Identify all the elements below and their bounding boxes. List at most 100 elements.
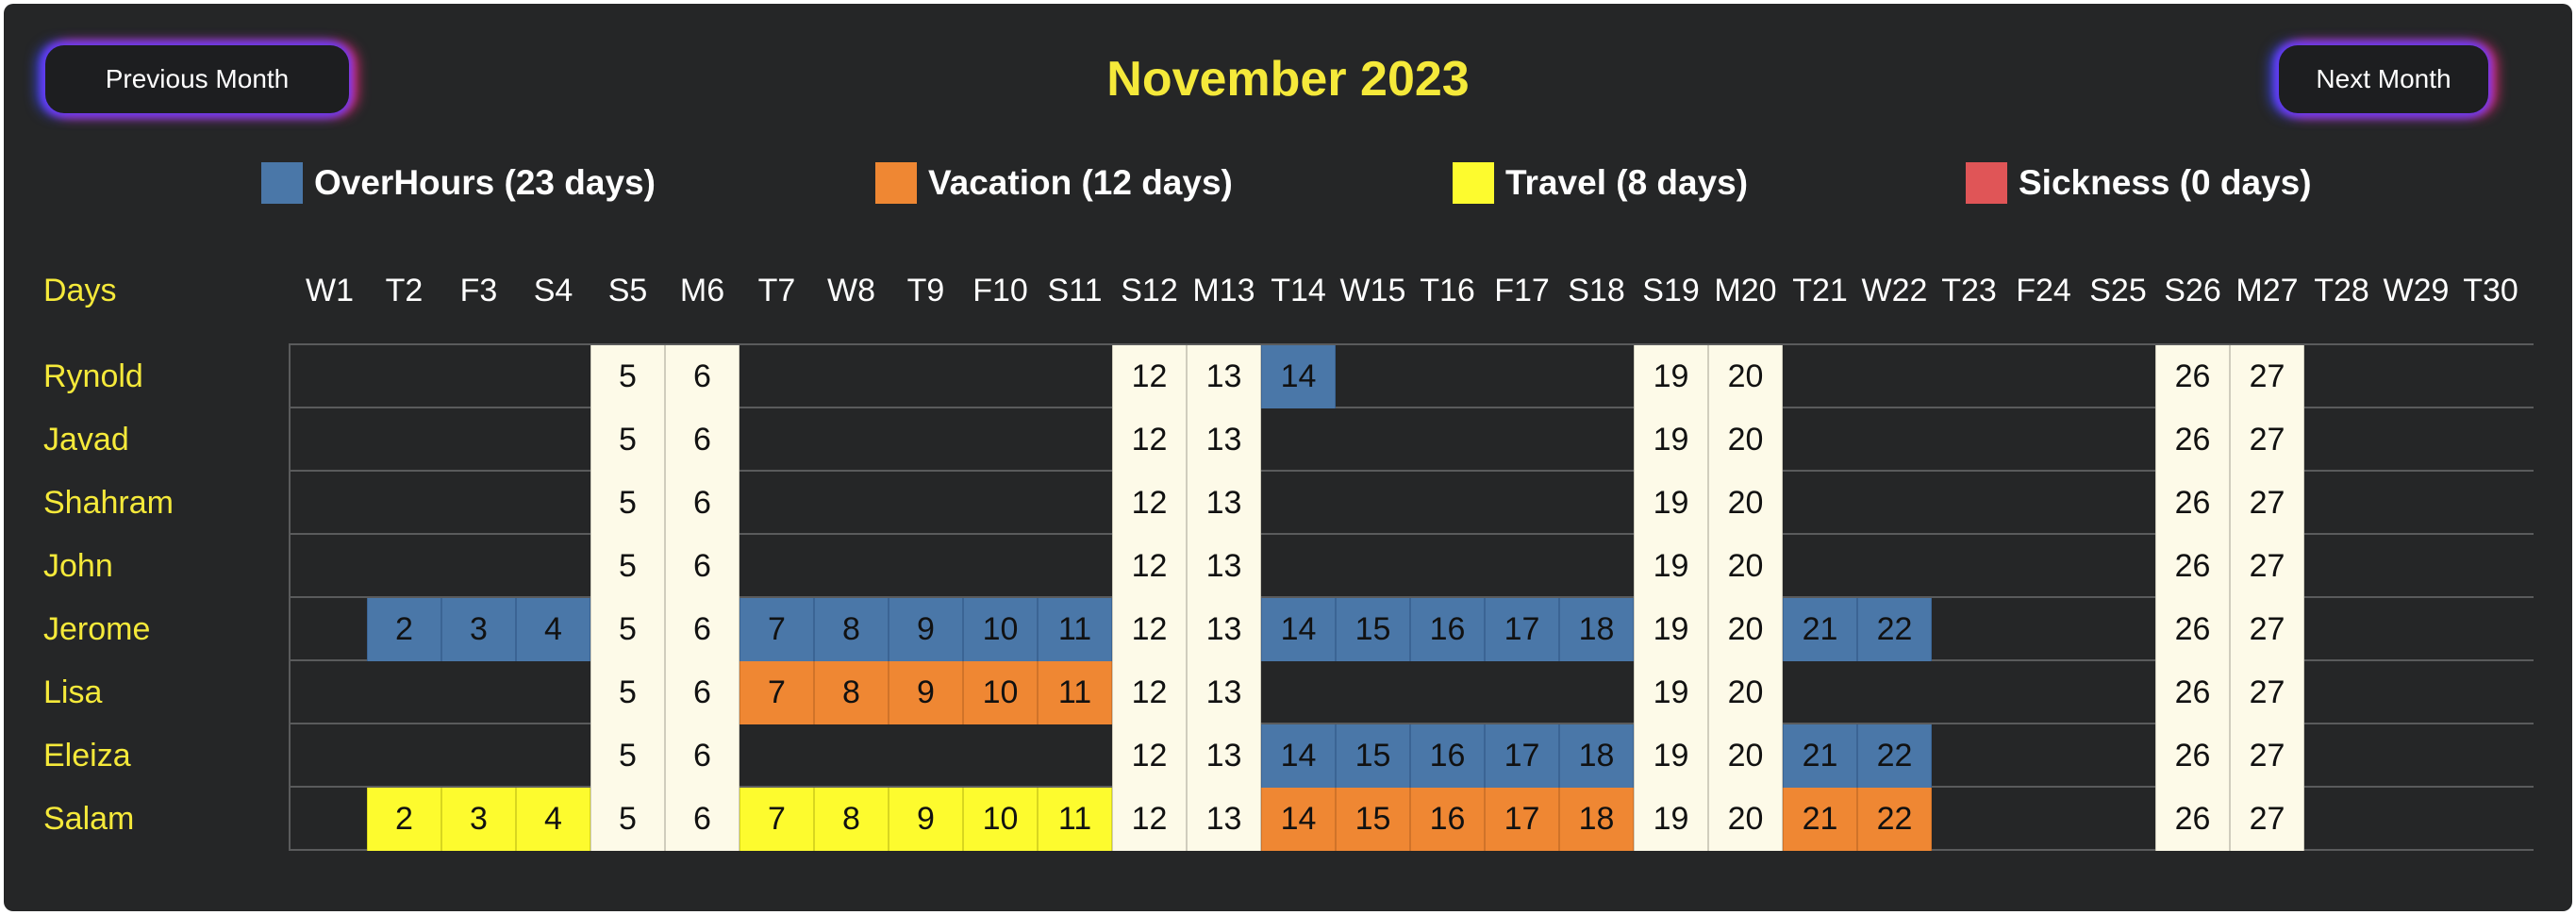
day-cell[interactable]: 5 <box>590 788 665 851</box>
day-cell[interactable]: 16 <box>1410 788 1485 851</box>
day-cell[interactable]: 20 <box>1708 408 1783 472</box>
day-cell[interactable]: 12 <box>1112 472 1187 535</box>
day-cell[interactable]: 26 <box>2155 472 2230 535</box>
day-cell[interactable]: 9 <box>889 788 963 851</box>
day-cell[interactable]: 20 <box>1708 472 1783 535</box>
day-cell[interactable]: 27 <box>2230 535 2304 598</box>
day-cell[interactable]: 8 <box>814 661 889 724</box>
day-cell[interactable]: 26 <box>2155 598 2230 661</box>
day-cell[interactable]: 19 <box>1634 598 1708 661</box>
day-cell[interactable]: 6 <box>665 345 740 408</box>
day-cell[interactable]: 21 <box>1783 724 1857 788</box>
day-cell[interactable]: 14 <box>1261 788 1336 851</box>
day-cell[interactable]: 14 <box>1261 724 1336 788</box>
day-cell[interactable]: 16 <box>1410 724 1485 788</box>
day-cell[interactable]: 13 <box>1187 598 1261 661</box>
day-cell[interactable]: 5 <box>590 472 665 535</box>
next-month-button[interactable]: Next Month <box>2279 45 2488 113</box>
day-cell[interactable]: 13 <box>1187 472 1261 535</box>
day-cell[interactable]: 11 <box>1038 598 1112 661</box>
day-cell[interactable]: 21 <box>1783 598 1857 661</box>
day-cell[interactable]: 8 <box>814 598 889 661</box>
day-cell[interactable]: 27 <box>2230 472 2304 535</box>
day-cell[interactable]: 26 <box>2155 724 2230 788</box>
day-cell[interactable]: 11 <box>1038 788 1112 851</box>
day-cell[interactable]: 27 <box>2230 598 2304 661</box>
day-cell[interactable]: 8 <box>814 788 889 851</box>
day-cell[interactable]: 19 <box>1634 345 1708 408</box>
day-cell[interactable]: 20 <box>1708 661 1783 724</box>
day-cell[interactable]: 3 <box>441 598 516 661</box>
day-cell[interactable]: 13 <box>1187 661 1261 724</box>
day-cell[interactable]: 19 <box>1634 724 1708 788</box>
day-cell[interactable]: 26 <box>2155 788 2230 851</box>
day-cell[interactable]: 13 <box>1187 788 1261 851</box>
day-cell[interactable]: 12 <box>1112 661 1187 724</box>
day-cell[interactable]: 6 <box>665 535 740 598</box>
day-cell[interactable]: 15 <box>1336 598 1410 661</box>
day-cell[interactable]: 26 <box>2155 535 2230 598</box>
day-cell[interactable]: 19 <box>1634 788 1708 851</box>
day-cell[interactable]: 19 <box>1634 661 1708 724</box>
day-cell[interactable]: 13 <box>1187 724 1261 788</box>
day-cell[interactable]: 27 <box>2230 661 2304 724</box>
day-cell[interactable]: 15 <box>1336 788 1410 851</box>
day-cell[interactable]: 26 <box>2155 408 2230 472</box>
day-cell[interactable]: 2 <box>367 788 441 851</box>
day-cell[interactable]: 6 <box>665 724 740 788</box>
day-cell[interactable]: 5 <box>590 598 665 661</box>
previous-month-button[interactable]: Previous Month <box>45 45 349 113</box>
day-cell[interactable]: 14 <box>1261 345 1336 408</box>
day-cell[interactable]: 12 <box>1112 788 1187 851</box>
day-cell[interactable]: 5 <box>590 345 665 408</box>
day-cell[interactable]: 18 <box>1559 788 1634 851</box>
day-cell[interactable]: 10 <box>963 788 1038 851</box>
day-cell[interactable]: 21 <box>1783 788 1857 851</box>
day-cell[interactable]: 6 <box>665 472 740 535</box>
day-cell[interactable]: 12 <box>1112 345 1187 408</box>
day-cell[interactable]: 5 <box>590 408 665 472</box>
day-cell[interactable]: 19 <box>1634 472 1708 535</box>
day-cell[interactable]: 15 <box>1336 724 1410 788</box>
day-cell[interactable]: 17 <box>1485 788 1559 851</box>
day-cell[interactable]: 6 <box>665 661 740 724</box>
day-cell[interactable]: 17 <box>1485 598 1559 661</box>
day-cell[interactable]: 12 <box>1112 598 1187 661</box>
day-cell[interactable]: 14 <box>1261 598 1336 661</box>
day-cell[interactable]: 6 <box>665 598 740 661</box>
day-cell[interactable]: 6 <box>665 408 740 472</box>
day-cell[interactable]: 17 <box>1485 724 1559 788</box>
day-cell[interactable]: 5 <box>590 535 665 598</box>
day-cell[interactable]: 19 <box>1634 535 1708 598</box>
day-cell[interactable]: 18 <box>1559 598 1634 661</box>
day-cell[interactable]: 27 <box>2230 345 2304 408</box>
day-cell[interactable]: 20 <box>1708 788 1783 851</box>
day-cell[interactable]: 27 <box>2230 788 2304 851</box>
day-cell[interactable]: 22 <box>1857 724 1932 788</box>
day-cell[interactable]: 19 <box>1634 408 1708 472</box>
day-cell[interactable]: 27 <box>2230 724 2304 788</box>
day-cell[interactable]: 7 <box>740 788 814 851</box>
day-cell[interactable]: 3 <box>441 788 516 851</box>
day-cell[interactable]: 11 <box>1038 661 1112 724</box>
day-cell[interactable]: 12 <box>1112 535 1187 598</box>
day-cell[interactable]: 26 <box>2155 661 2230 724</box>
day-cell[interactable]: 18 <box>1559 724 1634 788</box>
day-cell[interactable]: 20 <box>1708 535 1783 598</box>
day-cell[interactable]: 22 <box>1857 598 1932 661</box>
day-cell[interactable]: 12 <box>1112 724 1187 788</box>
day-cell[interactable]: 10 <box>963 661 1038 724</box>
day-cell[interactable]: 2 <box>367 598 441 661</box>
day-cell[interactable]: 5 <box>590 661 665 724</box>
day-cell[interactable]: 26 <box>2155 345 2230 408</box>
day-cell[interactable]: 13 <box>1187 408 1261 472</box>
day-cell[interactable]: 7 <box>740 598 814 661</box>
day-cell[interactable]: 20 <box>1708 598 1783 661</box>
day-cell[interactable]: 20 <box>1708 345 1783 408</box>
day-cell[interactable]: 13 <box>1187 535 1261 598</box>
day-cell[interactable]: 10 <box>963 598 1038 661</box>
day-cell[interactable]: 4 <box>516 598 590 661</box>
day-cell[interactable]: 16 <box>1410 598 1485 661</box>
day-cell[interactable]: 27 <box>2230 408 2304 472</box>
day-cell[interactable]: 6 <box>665 788 740 851</box>
